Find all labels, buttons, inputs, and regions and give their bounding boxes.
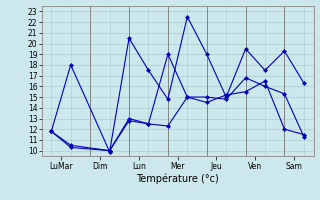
X-axis label: Température (°c): Température (°c) xyxy=(136,173,219,184)
